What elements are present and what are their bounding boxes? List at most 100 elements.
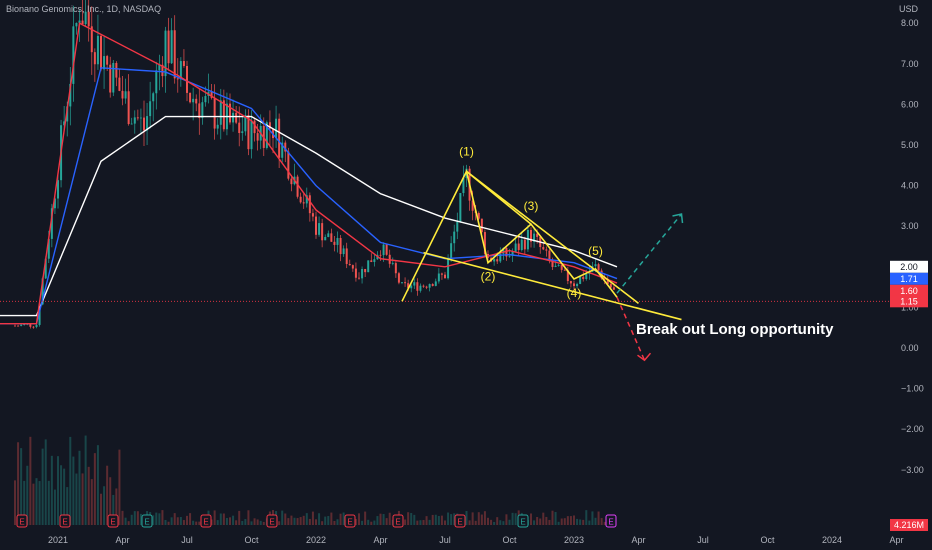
- candle-body: [161, 64, 164, 77]
- price-label: 1.71: [890, 272, 928, 285]
- volume-bar: [388, 512, 391, 525]
- candle-body: [222, 100, 225, 130]
- candle-body: [143, 117, 145, 131]
- candle-body: [44, 258, 47, 279]
- volume-bar: [284, 513, 287, 525]
- volume-bar: [579, 519, 582, 525]
- price-tick: 7.00: [901, 59, 919, 69]
- volume-bar: [78, 450, 81, 525]
- candle-body: [367, 260, 370, 273]
- volume-bar: [551, 510, 554, 525]
- candle-body: [124, 91, 127, 99]
- volume-bar: [311, 511, 314, 525]
- time-axis[interactable]: 2021 Apr Jul Oct 2022 Apr Jul Oct 2023 Apr Jul Oct 2…: [48, 535, 904, 545]
- candle-body: [354, 268, 357, 278]
- volume-bar: [81, 473, 84, 525]
- price-axis[interactable]: 9.008.007.006.005.004.003.001.000.00−1.0…: [901, 0, 924, 475]
- breakout-arrow: [616, 213, 683, 294]
- earnings-event: E: [517, 514, 529, 528]
- candle-body: [241, 131, 244, 134]
- candle-body: [256, 133, 259, 141]
- candle-body: [480, 218, 483, 233]
- candle-body: [20, 324, 23, 326]
- volume-bar: [483, 511, 486, 525]
- volume-bar: [440, 515, 443, 525]
- candle-body: [404, 282, 407, 284]
- candle-body: [152, 93, 155, 102]
- candle-body: [397, 273, 400, 283]
- event-marker: [200, 514, 212, 528]
- price-tick: −2.00: [901, 424, 924, 434]
- candle-body: [176, 78, 179, 80]
- volume-bar: [290, 515, 293, 525]
- volume-bar: [87, 466, 90, 525]
- candle-body: [523, 239, 526, 250]
- candle-body: [87, 11, 90, 27]
- currency-label: USD: [899, 4, 919, 14]
- volume-bar: [336, 519, 339, 525]
- candle-body: [545, 249, 548, 251]
- candle-body: [348, 263, 351, 266]
- volume-bar: [158, 513, 161, 525]
- volume-bar: [262, 521, 265, 525]
- ma-line-blue: [0, 67, 618, 325]
- volume-bar: [364, 511, 367, 525]
- volume-bar: [14, 480, 16, 525]
- candle-body: [520, 239, 523, 251]
- candle-body: [324, 236, 327, 241]
- volume-bar: [447, 512, 450, 525]
- wave-zigzag: [401, 169, 618, 302]
- volume-bar: [542, 512, 545, 525]
- price-label: 1.60: [890, 284, 928, 297]
- candle-body: [302, 202, 305, 204]
- volume-bar: [330, 512, 333, 525]
- wave-label: (4): [567, 286, 582, 300]
- time-tick: Apr: [373, 535, 387, 545]
- volume-bar: [382, 514, 385, 525]
- volume-bar: [471, 512, 474, 525]
- volume-bar: [170, 517, 173, 525]
- volume-bar: [496, 517, 499, 525]
- candle-body: [345, 248, 348, 264]
- event-letter: E: [395, 518, 400, 527]
- volume-bar: [545, 516, 548, 525]
- time-tick: Oct: [760, 535, 775, 545]
- candle-body: [554, 265, 557, 267]
- volume-bar: [548, 519, 551, 525]
- wave-label: (5): [588, 244, 603, 258]
- time-tick: 2022: [306, 535, 326, 545]
- price-tick: 5.00: [901, 140, 919, 150]
- candle-body: [278, 118, 281, 158]
- volume-bar: [124, 517, 127, 525]
- candle-body: [287, 151, 290, 179]
- time-tick: 2023: [564, 535, 584, 545]
- candle-body: [268, 122, 271, 129]
- volume-bar: [253, 518, 256, 525]
- volume-bar: [339, 513, 342, 525]
- volume-bar: [569, 516, 572, 525]
- candle-body: [508, 255, 511, 257]
- moving-averages: [0, 22, 618, 325]
- volume-bar: [327, 516, 330, 525]
- price-tick: 0.00: [901, 343, 919, 353]
- earnings-event: E: [454, 514, 466, 528]
- candle-body: [41, 278, 44, 305]
- volume-bar: [566, 516, 569, 525]
- volume-bar: [66, 487, 69, 525]
- volume-bar: [57, 456, 59, 525]
- volume-bar: [573, 515, 575, 525]
- volume-bar: [161, 510, 164, 525]
- volume-bar: [585, 510, 588, 525]
- breakdown-arrow: [616, 296, 646, 361]
- candle-body: [456, 221, 459, 232]
- volume-bar: [422, 520, 425, 525]
- price-tick: −3.00: [901, 465, 924, 475]
- candle-body: [444, 274, 446, 279]
- wave-connector: [465, 170, 532, 225]
- volume-bar: [278, 521, 281, 525]
- candle-body: [308, 195, 311, 214]
- candle-body: [505, 247, 508, 257]
- volume-bar: [480, 514, 483, 525]
